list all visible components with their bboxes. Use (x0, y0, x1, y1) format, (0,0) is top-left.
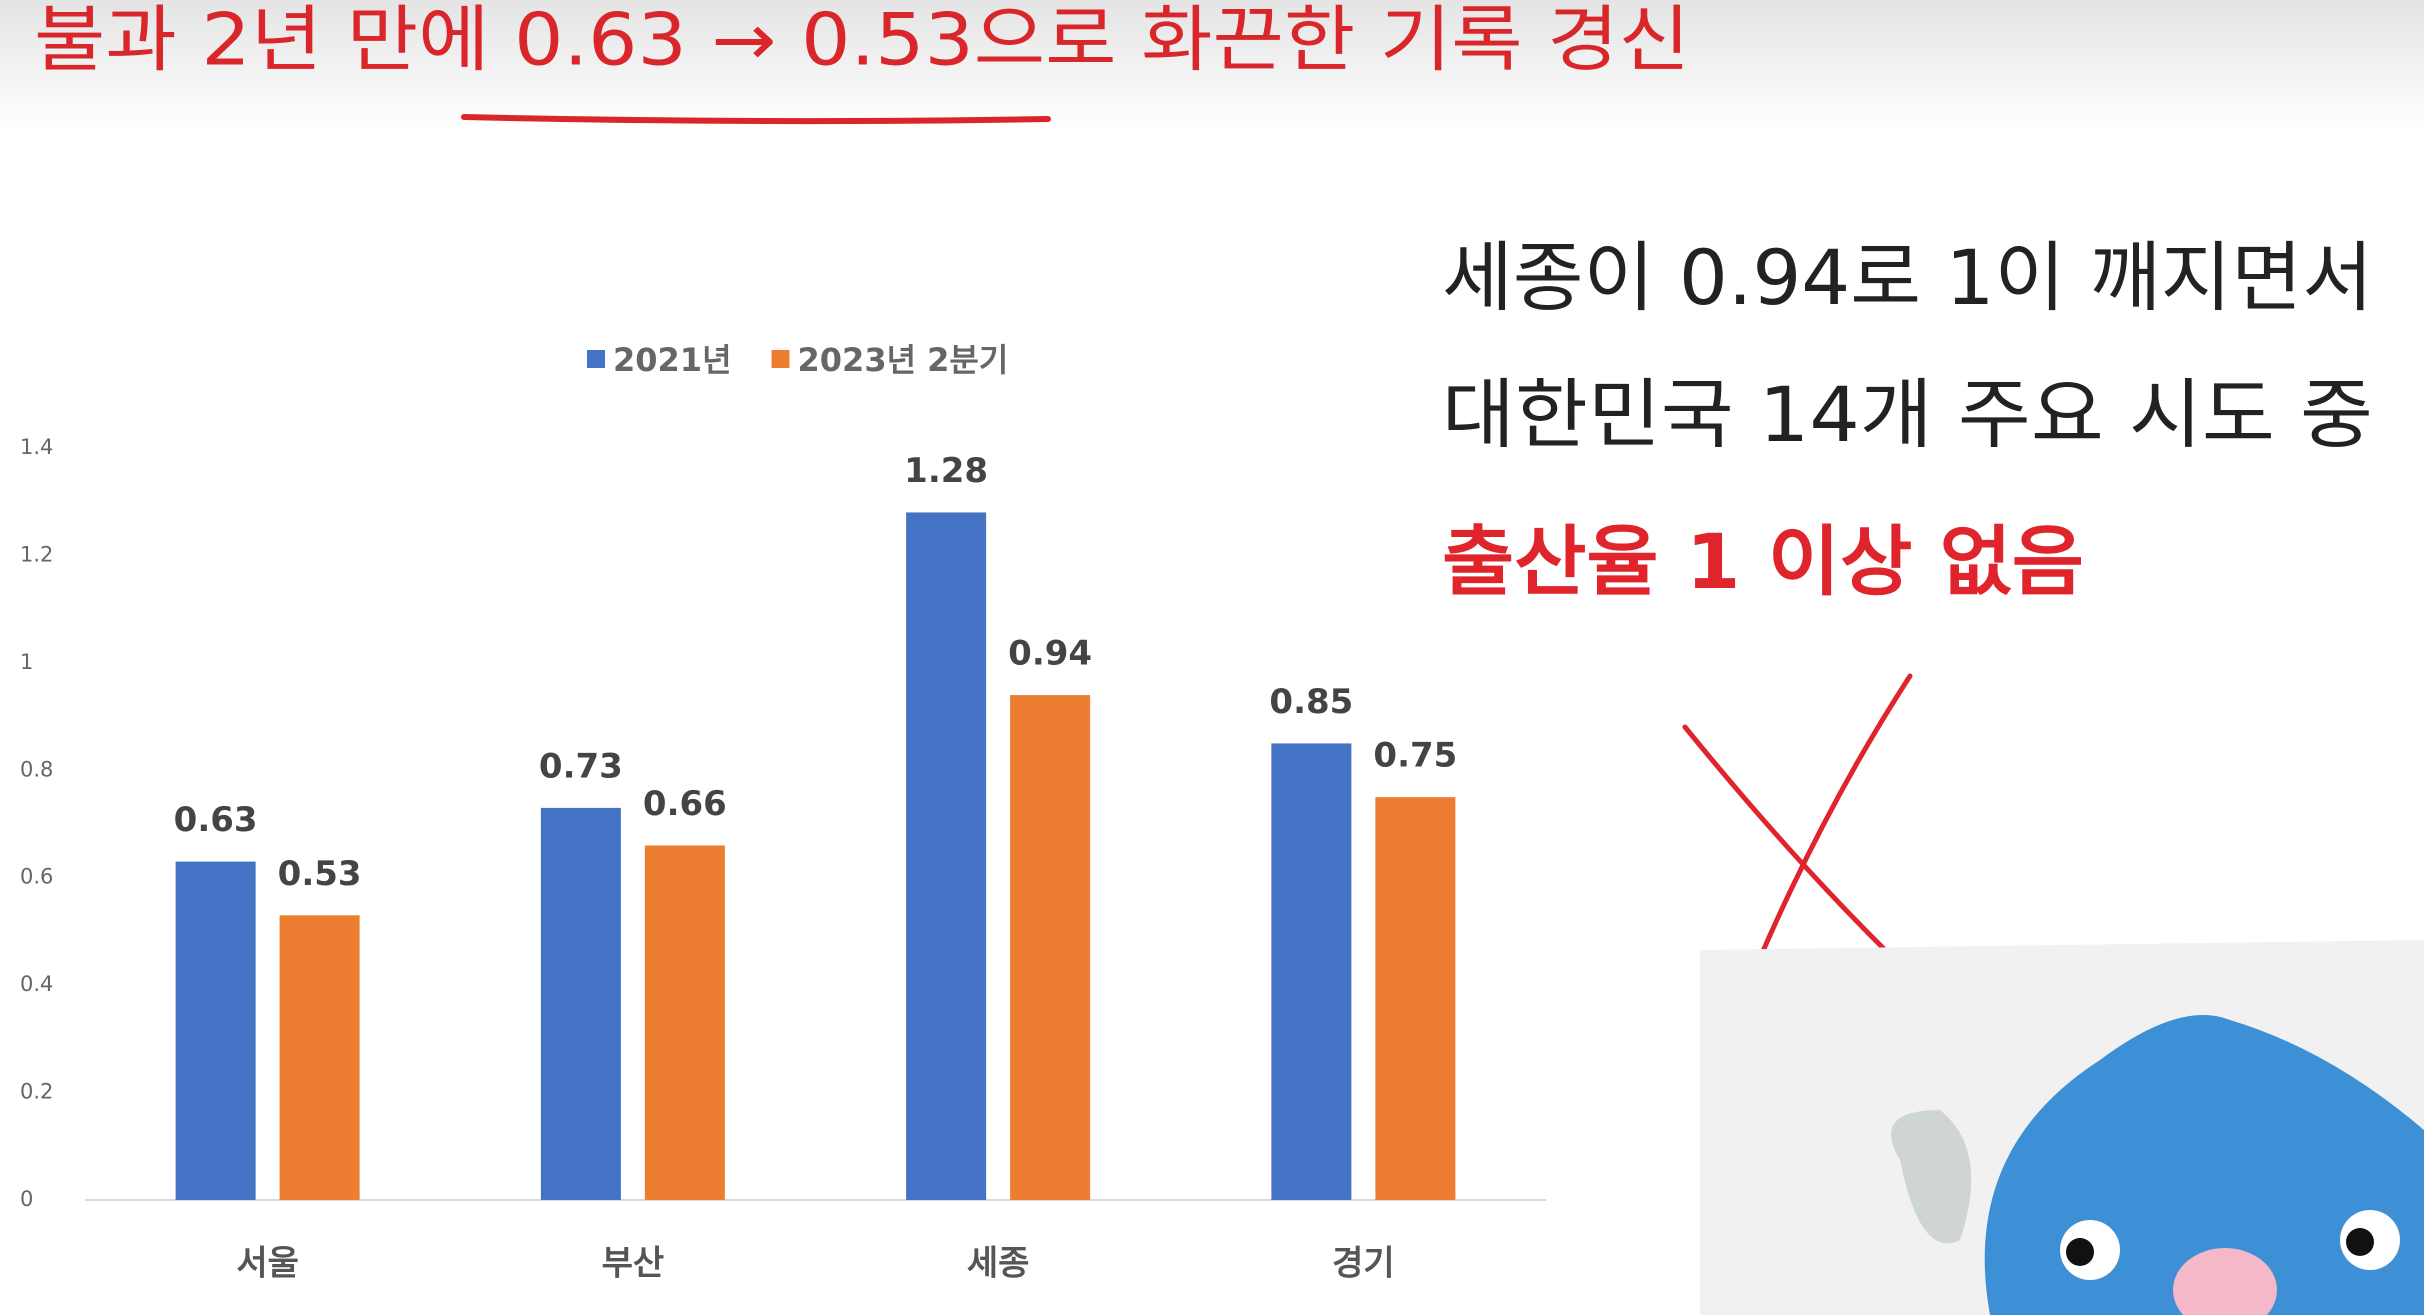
y-tick-label: 0.8 (20, 757, 53, 781)
legend-label: 2023년 2분기 (798, 341, 1009, 379)
y-tick-label: 1.2 (20, 542, 53, 566)
x-tick-label: 경기 (1332, 1244, 1395, 1284)
y-tick-label: 1 (20, 650, 33, 674)
legend-label: 2021년 (613, 341, 732, 379)
bar (1010, 695, 1091, 1200)
data-label: 0.94 (1008, 634, 1092, 674)
bar (540, 807, 621, 1200)
note-highlight: 출산율 1 이상 없음 (1442, 517, 2084, 606)
data-label: 1.28 (904, 451, 988, 491)
x-tick-label: 서울 (236, 1244, 299, 1284)
bar (906, 512, 987, 1200)
data-label: 0.66 (643, 784, 727, 824)
y-tick-label: 0.6 (20, 865, 53, 889)
y-tick-label: 0.2 (20, 1080, 53, 1104)
data-label: 0.53 (278, 854, 362, 894)
data-label: 0.63 (174, 800, 258, 840)
data-label: 0.85 (1269, 682, 1353, 722)
mascot-fin (1891, 1110, 1972, 1244)
note-line: 세종이 0.94로 1이 깨지면서 (1442, 233, 2373, 322)
y-tick-label: 0 (20, 1187, 33, 1211)
headline: 불과 2년 만에 0.63 → 0.53으로 화끈한 기록 경신 (34, 0, 1690, 82)
underline (461, 114, 1051, 125)
bar (175, 861, 256, 1200)
mascot-pupil (2346, 1228, 2374, 1256)
top-shade (0, 0, 2424, 130)
bar (1375, 797, 1456, 1200)
note-line: 대한민국 14개 주요 시도 중 (1442, 370, 2373, 459)
bar (279, 915, 360, 1200)
mascot (1700, 940, 2424, 1315)
x-tick-label: 부산 (602, 1244, 665, 1284)
data-label: 0.73 (539, 746, 623, 786)
x-tick-label: 세종 (967, 1244, 1030, 1284)
mascot-pupil (2066, 1238, 2094, 1266)
data-label: 0.75 (1373, 736, 1457, 776)
y-tick-label: 0.4 (20, 972, 53, 996)
y-tick-label: 1.4 (20, 435, 53, 459)
mascot-mouth (2173, 1248, 2277, 1315)
bar (1271, 743, 1352, 1200)
legend-swatch (771, 350, 790, 368)
legend-swatch (587, 350, 605, 368)
bar (644, 845, 725, 1200)
